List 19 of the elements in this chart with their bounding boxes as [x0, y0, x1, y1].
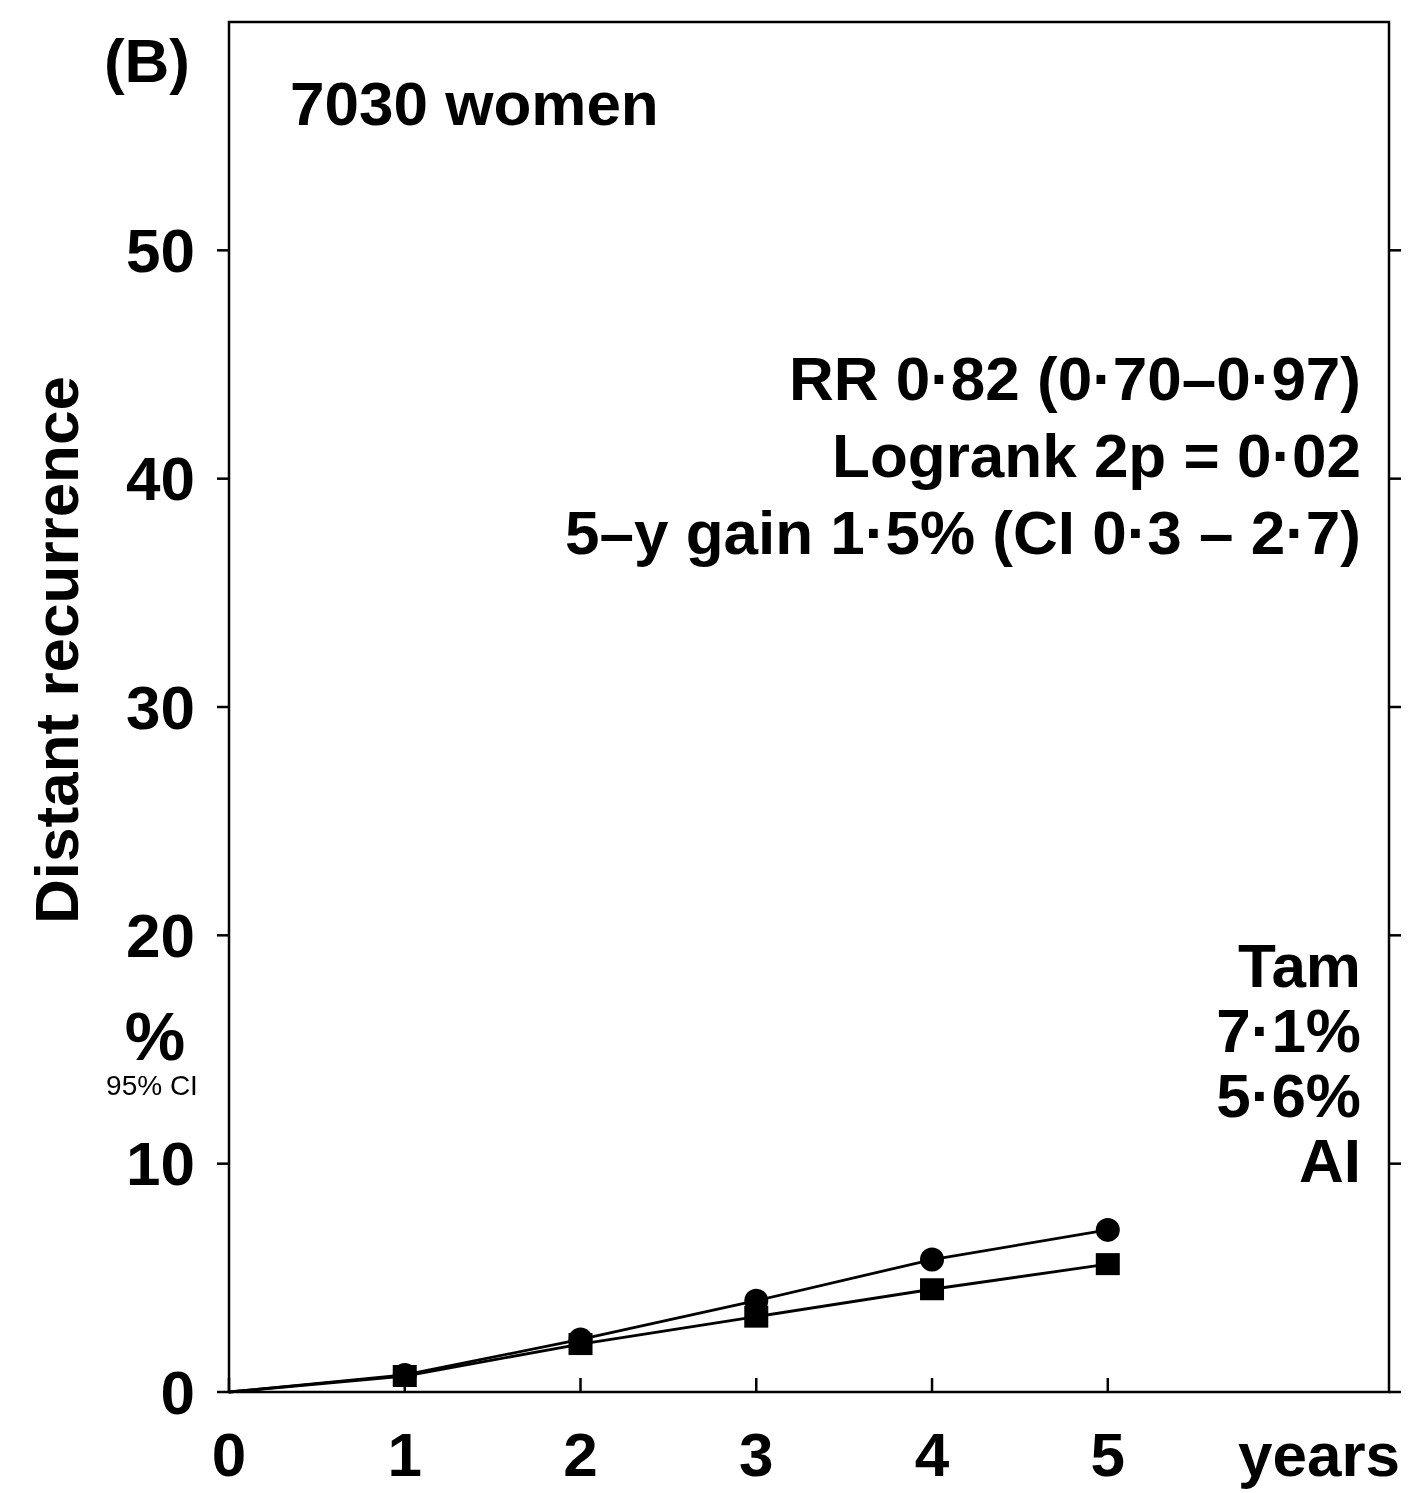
y-tick-label: 40: [126, 444, 195, 514]
chart-title: (B): [103, 26, 190, 95]
y-tick-label: 0: [160, 1357, 195, 1427]
annotation: RR 0·82 (0·70–0·97): [788, 344, 1361, 413]
x-axis-title: years: [1237, 1420, 1400, 1489]
y-tick-label: 50: [126, 216, 195, 286]
x-tick-label: 1: [387, 1420, 422, 1489]
annotation: 7030 women: [290, 69, 659, 138]
y-tick-label: 30: [126, 672, 195, 742]
annotation: 5–y gain 1·5% (CI 0·3 – 2·7): [565, 498, 1361, 567]
x-tick-label: 2: [563, 1420, 598, 1489]
x-tick-label: 4: [914, 1420, 950, 1489]
y-tick-label: 10: [126, 1129, 195, 1199]
y-tick-label: 20: [126, 901, 195, 971]
x-tick-label: 5: [1090, 1420, 1126, 1489]
y-axis-title: Distant recurrence: [22, 376, 91, 924]
x-tick-label: 3: [739, 1420, 774, 1489]
annotation: Logrank 2p = 0·02: [832, 421, 1361, 490]
x-tick-label: 0: [211, 1420, 247, 1489]
